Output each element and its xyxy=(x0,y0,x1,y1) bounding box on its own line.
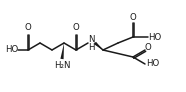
Text: HO: HO xyxy=(5,46,19,54)
Text: O: O xyxy=(130,14,136,23)
Text: HO: HO xyxy=(146,60,160,69)
Text: HO: HO xyxy=(148,32,162,41)
Text: H: H xyxy=(88,43,94,52)
Text: O: O xyxy=(145,43,151,52)
Text: O: O xyxy=(73,23,79,32)
Polygon shape xyxy=(94,42,103,50)
Text: H₂N: H₂N xyxy=(54,61,70,70)
Text: O: O xyxy=(25,23,31,32)
Text: N: N xyxy=(88,36,94,45)
Polygon shape xyxy=(60,43,64,59)
